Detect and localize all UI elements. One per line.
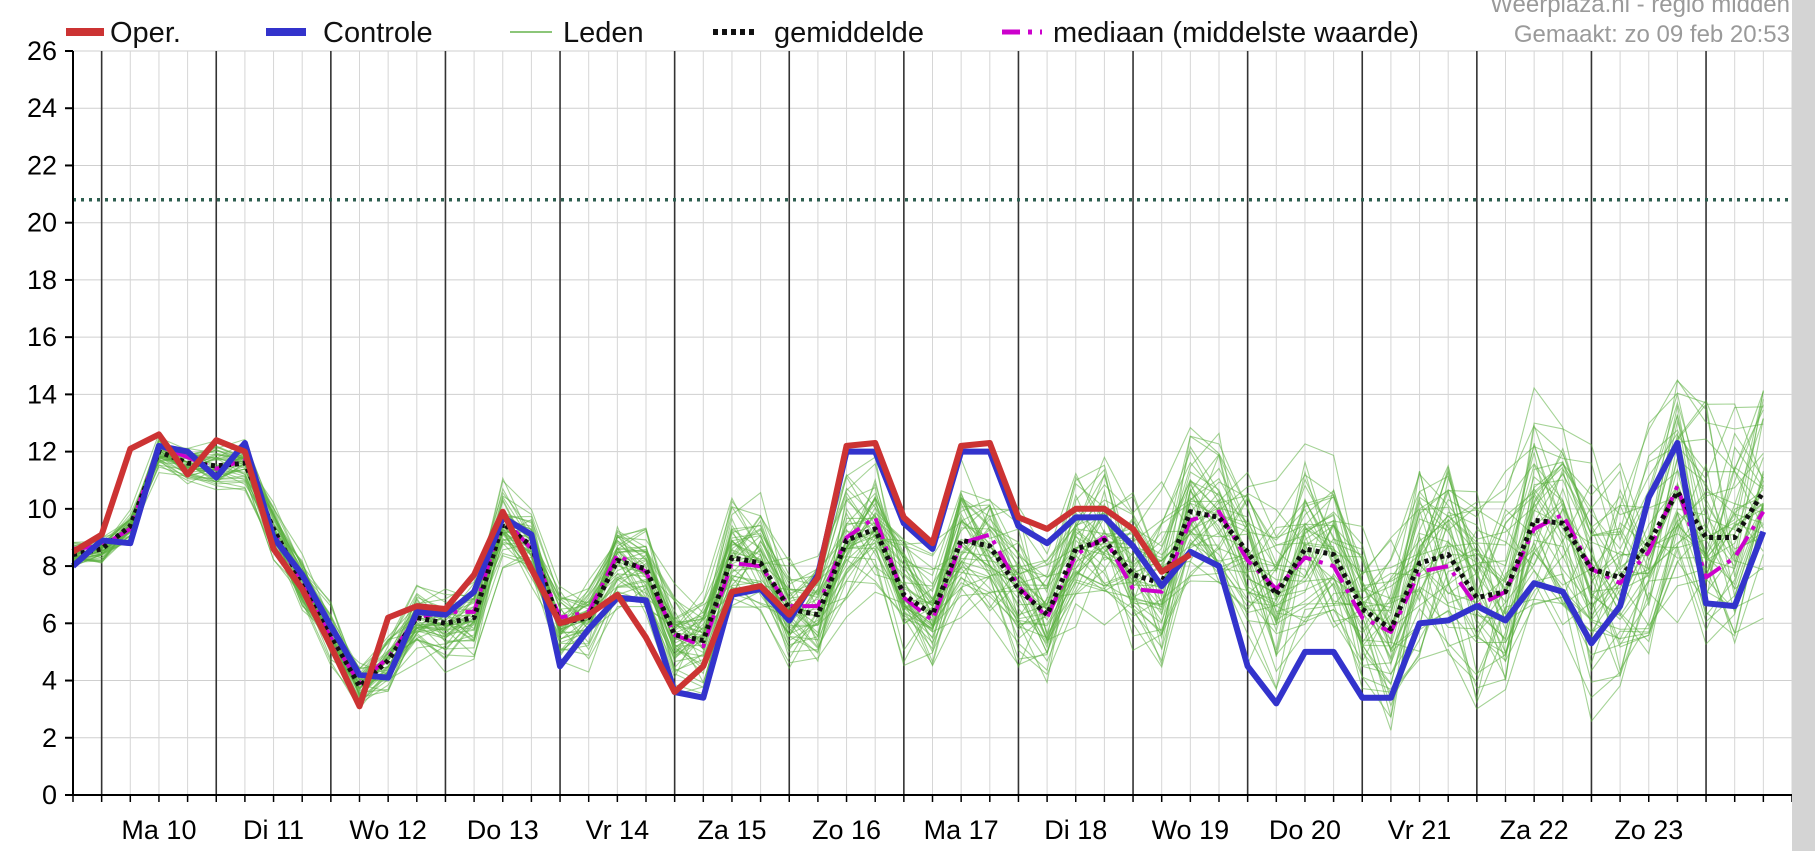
created-timestamp: Gemaakt: zo 09 feb 20:53 bbox=[1514, 21, 1790, 48]
x-day-label: Za 15 bbox=[697, 815, 766, 845]
window-edge bbox=[1792, 0, 1815, 851]
x-day-label: Wo 12 bbox=[349, 815, 427, 845]
legend-label-gemiddelde: gemiddelde bbox=[774, 17, 924, 49]
x-day-label: Zo 23 bbox=[1614, 815, 1683, 845]
y-tick-label: 2 bbox=[42, 723, 57, 753]
x-day-label: Wo 19 bbox=[1152, 815, 1230, 845]
y-tick-label: 18 bbox=[27, 265, 57, 295]
series-line-controle bbox=[70, 440, 1767, 707]
x-day-label: Do 20 bbox=[1269, 815, 1341, 845]
credit-text: Weerplaza.nl - regio midden bbox=[1490, 0, 1790, 18]
y-tick-label: 0 bbox=[42, 780, 57, 810]
series-line-gemiddelde bbox=[72, 449, 1766, 689]
x-day-label: Ma 10 bbox=[121, 815, 196, 845]
y-tick-label: 20 bbox=[27, 208, 57, 238]
legend-label-mediaan: mediaan (middelste waarde) bbox=[1053, 17, 1419, 49]
x-day-label: Di 18 bbox=[1044, 815, 1107, 845]
y-tick-label: 8 bbox=[42, 551, 57, 581]
x-day-label: Di 11 bbox=[243, 815, 304, 845]
x-day-label: Za 22 bbox=[1500, 815, 1569, 845]
x-day-label: Ma 17 bbox=[924, 815, 999, 845]
legend-label-oper: Oper. bbox=[110, 17, 181, 49]
legend-label-controle: Controle bbox=[323, 17, 433, 49]
series-line-oper bbox=[71, 431, 1192, 710]
y-tick-label: 22 bbox=[27, 150, 57, 180]
x-day-label: Zo 16 bbox=[812, 815, 881, 845]
member-line bbox=[72, 450, 1764, 698]
series-lines bbox=[70, 431, 1767, 710]
y-tick-label: 16 bbox=[27, 322, 57, 352]
x-day-label: Vr 14 bbox=[586, 815, 650, 845]
y-tick-label: 26 bbox=[27, 36, 57, 66]
y-tick-label: 10 bbox=[27, 494, 57, 524]
y-tick-label: 14 bbox=[27, 379, 57, 409]
member-line bbox=[72, 391, 1764, 693]
series-line-mediaan bbox=[72, 443, 1765, 686]
legend: Oper. Controle Leden gemiddelde mediaan … bbox=[66, 17, 1419, 49]
y-tick-label: 4 bbox=[42, 666, 57, 696]
y-tick-label: 12 bbox=[27, 437, 57, 467]
y-tick-label: 6 bbox=[42, 608, 57, 638]
x-day-label: Do 13 bbox=[467, 815, 539, 845]
y-tick-label: 24 bbox=[27, 93, 57, 123]
legend-label-leden: Leden bbox=[563, 17, 644, 49]
x-day-label: Vr 21 bbox=[1388, 815, 1452, 845]
